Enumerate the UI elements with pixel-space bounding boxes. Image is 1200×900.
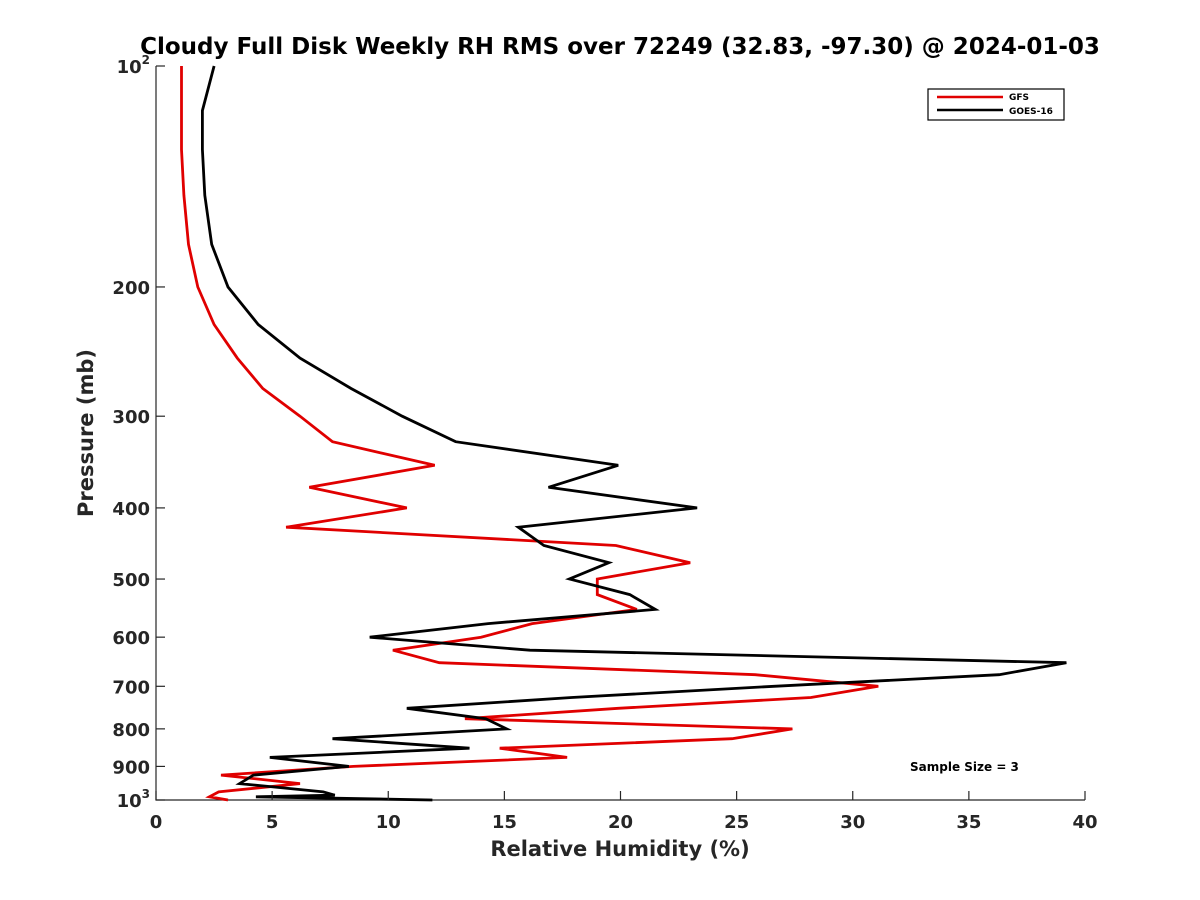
plot-area: 0 5 10 15 20 25 30 35 40 102 200 300 400 500 600 700 80… (112, 53, 1097, 833)
x-tick-label: 35 (956, 812, 981, 833)
series-line-goes16 (200, 65, 1067, 802)
y-tick-label: 800 (112, 720, 150, 741)
chart-title: Cloudy Full Disk Weekly RH RMS over 7224… (140, 34, 1100, 60)
series-layer (180, 65, 1067, 802)
legend-box (927, 88, 1065, 121)
x-tick-label: 0 (150, 812, 163, 833)
y-tick-label: 300 (112, 407, 150, 428)
legend: GFS GOES-16 (927, 88, 1065, 121)
series-line-gfs (180, 66, 879, 802)
x-axis-ticks: 0 5 10 15 20 25 30 35 40 (150, 791, 1098, 833)
y-tick-label: 400 (112, 499, 150, 520)
y-tick-label: 900 (112, 757, 150, 778)
y-tick-label: 200 (112, 278, 150, 299)
y-axis-ticks: 102 200 300 400 500 600 700 800 900 103 (112, 53, 165, 812)
sample-size-annotation: Sample Size = 3 (910, 760, 1019, 774)
x-tick-label: 10 (376, 812, 401, 833)
x-tick-label: 15 (492, 812, 517, 833)
x-tick-label: 30 (840, 812, 865, 833)
x-tick-label: 25 (724, 812, 749, 833)
y-tick-label: 700 (112, 677, 150, 698)
y-tick-label: 600 (112, 628, 150, 649)
x-axis-label: Relative Humidity (%) (490, 837, 749, 861)
x-tick-label: 20 (608, 812, 633, 833)
x-tick-label: 40 (1072, 812, 1097, 833)
x-tick-label: 5 (266, 812, 279, 833)
axes-frame (155, 66, 1085, 801)
legend-label-goes16: GOES-16 (1009, 107, 1053, 117)
y-tick-label: 500 (112, 570, 150, 591)
y-tick-label: 102 (117, 53, 150, 78)
legend-label-gfs: GFS (1009, 93, 1029, 103)
y-tick-label: 103 (117, 787, 150, 812)
y-axis-label: Pressure (mb) (74, 349, 98, 517)
